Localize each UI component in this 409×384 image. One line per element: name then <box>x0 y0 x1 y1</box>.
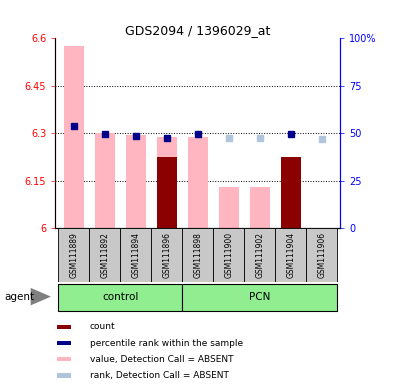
Bar <box>57 373 71 377</box>
Text: GSM111898: GSM111898 <box>193 232 202 278</box>
Bar <box>274 228 306 282</box>
Bar <box>306 228 336 282</box>
Bar <box>120 228 151 282</box>
Bar <box>249 187 269 228</box>
Text: GSM111902: GSM111902 <box>255 232 264 278</box>
Bar <box>126 135 146 228</box>
Bar <box>57 357 71 361</box>
Text: rank, Detection Call = ABSENT: rank, Detection Call = ABSENT <box>90 371 228 380</box>
Bar <box>89 228 120 282</box>
Bar <box>156 137 177 228</box>
Text: GSM111894: GSM111894 <box>131 232 140 278</box>
Title: GDS2094 / 1396029_at: GDS2094 / 1396029_at <box>125 24 270 37</box>
Text: GSM111900: GSM111900 <box>224 232 233 278</box>
Polygon shape <box>31 288 51 305</box>
Bar <box>58 228 89 282</box>
Bar <box>218 187 238 228</box>
Text: GSM111889: GSM111889 <box>69 232 78 278</box>
Bar <box>182 228 213 282</box>
Text: agent: agent <box>4 292 34 302</box>
Text: percentile rank within the sample: percentile rank within the sample <box>90 339 243 348</box>
Bar <box>182 284 336 311</box>
Bar <box>280 157 300 228</box>
Bar <box>244 228 274 282</box>
Bar <box>94 134 115 228</box>
Text: GSM111892: GSM111892 <box>100 232 109 278</box>
Text: GSM111896: GSM111896 <box>162 232 171 278</box>
Bar <box>151 228 182 282</box>
Bar <box>58 284 182 311</box>
Bar <box>57 324 71 329</box>
Text: count: count <box>90 323 115 331</box>
Bar <box>57 341 71 345</box>
Bar <box>213 228 244 282</box>
Bar <box>156 157 177 228</box>
Text: GSM111904: GSM111904 <box>285 232 294 278</box>
Bar <box>64 46 84 228</box>
Text: control: control <box>102 292 138 302</box>
Text: GSM111906: GSM111906 <box>317 232 326 278</box>
Text: PCN: PCN <box>249 292 270 302</box>
Bar <box>187 137 207 228</box>
Text: value, Detection Call = ABSENT: value, Detection Call = ABSENT <box>90 355 233 364</box>
